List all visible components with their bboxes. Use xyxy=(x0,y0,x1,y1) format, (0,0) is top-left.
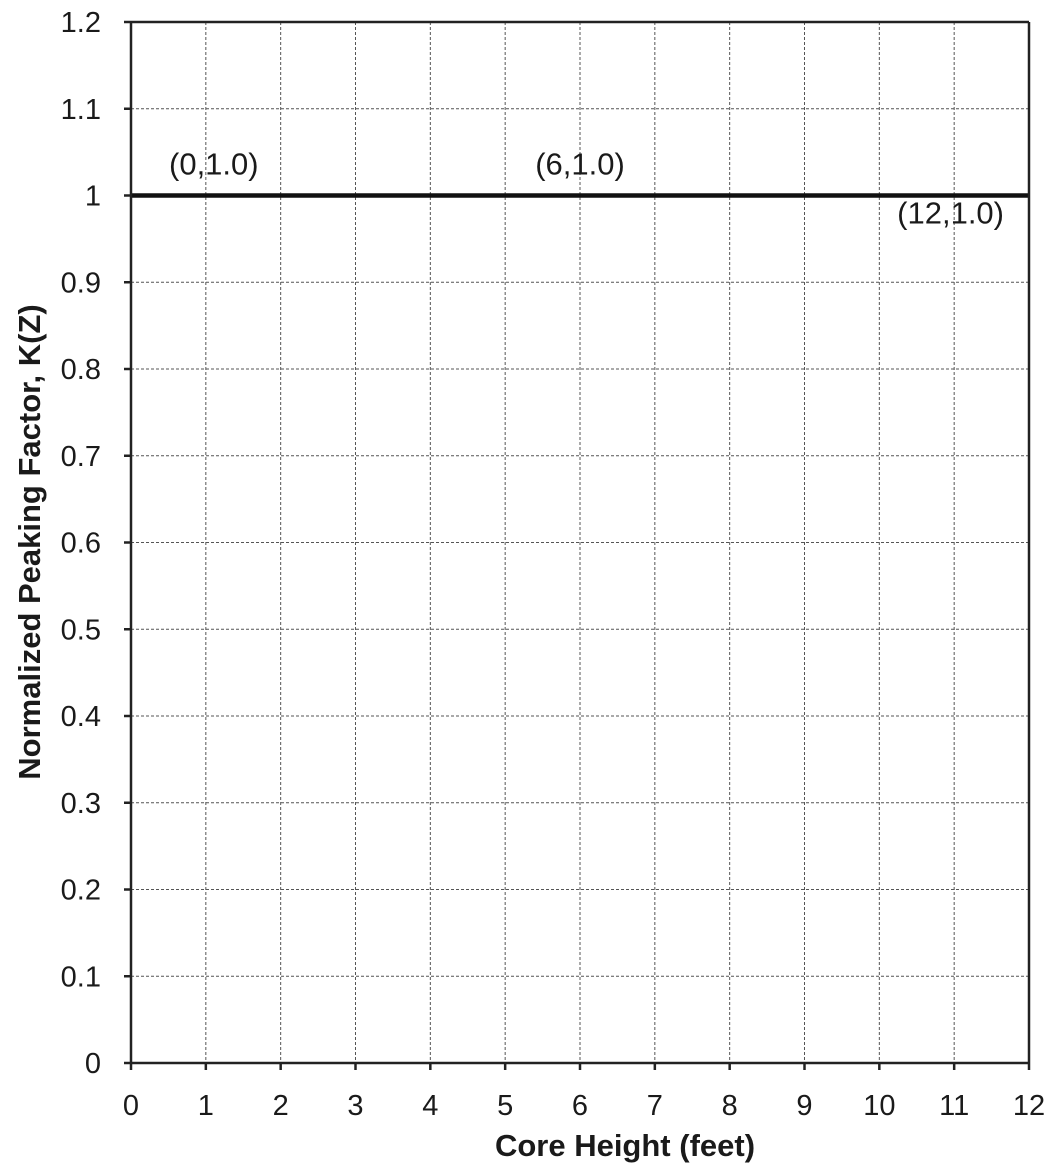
y-tick-label: 0.1 xyxy=(61,961,101,993)
y-tick-label: 0.9 xyxy=(61,267,101,299)
y-tick-label: 1.1 xyxy=(61,94,101,126)
point-annotation: (6,1.0) xyxy=(535,147,625,182)
y-tick-label: 1 xyxy=(85,181,101,213)
y-tick-label: 1.2 xyxy=(61,7,101,39)
x-tick-label: 5 xyxy=(497,1090,513,1122)
x-tick-label: 2 xyxy=(273,1090,289,1122)
x-tick-label: 3 xyxy=(347,1090,363,1122)
point-annotation: (12,1.0) xyxy=(897,196,1004,231)
y-tick-label: 0.8 xyxy=(61,354,101,386)
x-tick-label: 4 xyxy=(422,1090,438,1122)
plot-frame xyxy=(124,20,1031,1070)
point-annotation: (0,1.0) xyxy=(169,147,259,182)
x-tick-label: 9 xyxy=(796,1090,812,1122)
y-tick-label: 0.2 xyxy=(61,875,101,907)
x-tick-label: 11 xyxy=(939,1090,969,1122)
x-tick-label: 10 xyxy=(863,1090,895,1122)
x-axis-title: Core Height (feet) xyxy=(495,1128,755,1163)
x-tick-label: 6 xyxy=(572,1090,588,1122)
x-tick-labels: 0 1 2 3 4 5 6 7 8 9 10 11 12 xyxy=(123,1090,1045,1122)
y-tick-label: 0 xyxy=(85,1048,101,1080)
y-tick-label: 0.7 xyxy=(61,441,101,473)
x-tick-label: 0 xyxy=(123,1090,139,1122)
y-axis-title: Normalized Peaking Factor, K(Z) xyxy=(12,304,47,779)
x-tick-label: 12 xyxy=(1013,1090,1045,1122)
y-tick-label: 0.4 xyxy=(61,701,101,733)
x-tick-label: 1 xyxy=(198,1090,214,1122)
grid-layer xyxy=(131,22,1029,1063)
x-tick-label: 8 xyxy=(722,1090,738,1122)
y-tick-label: 0.5 xyxy=(61,614,101,646)
x-tick-label: 7 xyxy=(647,1090,663,1122)
y-tick-label: 0.6 xyxy=(61,528,101,560)
y-tick-labels: 0 0.1 0.2 0.3 0.4 0.5 0.6 0.7 0.8 0.9 1 1.1 1.2 xyxy=(61,7,101,1080)
point-annotations: (0,1.0) (6,1.0) (12,1.0) xyxy=(169,147,1004,231)
y-tick-label: 0.3 xyxy=(61,788,101,820)
